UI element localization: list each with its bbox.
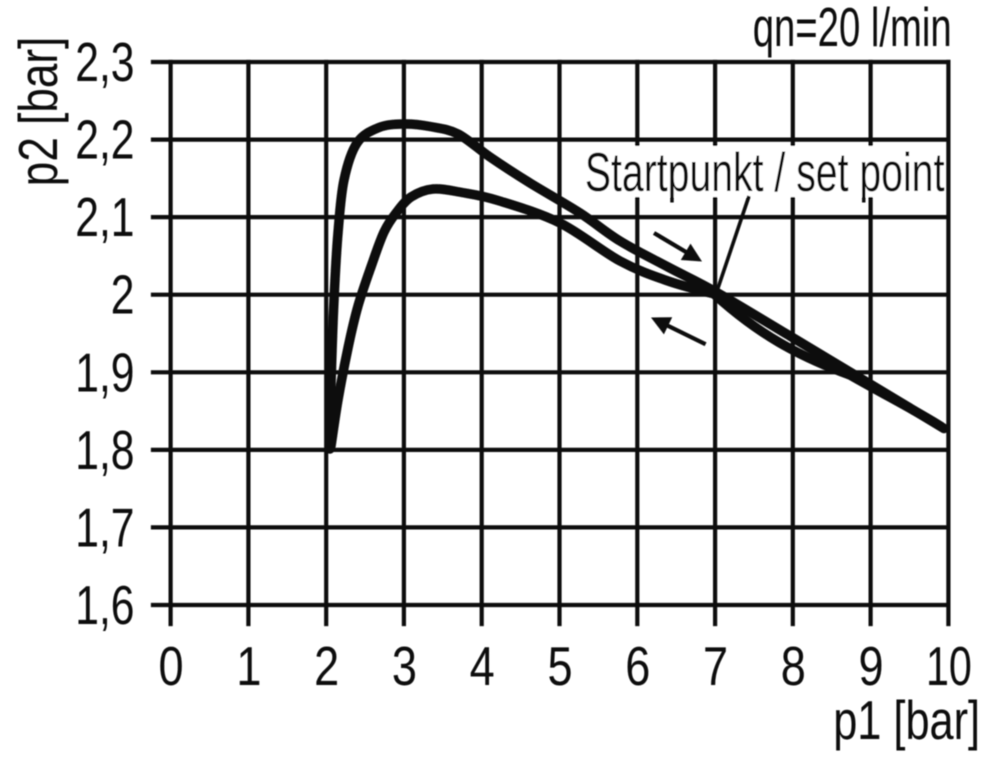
svg-text:2,2: 2,2 — [75, 109, 134, 170]
svg-text:p2 [bar]: p2 [bar] — [7, 37, 69, 186]
svg-text:1,6: 1,6 — [75, 575, 134, 636]
svg-text:p1 [bar]: p1 [bar] — [833, 690, 980, 751]
svg-text:3: 3 — [392, 635, 417, 697]
svg-text:9: 9 — [859, 635, 884, 697]
svg-text:Startpunkt / set point: Startpunkt / set point — [585, 143, 944, 204]
svg-text:10: 10 — [926, 636, 972, 697]
svg-text:2: 2 — [111, 265, 135, 326]
svg-text:4: 4 — [470, 635, 495, 697]
svg-text:7: 7 — [703, 635, 728, 697]
svg-text:1,7: 1,7 — [75, 497, 134, 558]
svg-text:1,9: 1,9 — [75, 342, 134, 403]
svg-text:8: 8 — [781, 635, 806, 697]
svg-text:2,3: 2,3 — [75, 32, 134, 93]
svg-text:5: 5 — [547, 635, 572, 697]
svg-text:1: 1 — [236, 635, 261, 697]
svg-text:6: 6 — [625, 635, 650, 697]
svg-text:2: 2 — [314, 635, 339, 697]
svg-text:1,8: 1,8 — [75, 420, 134, 481]
svg-text:0: 0 — [159, 635, 184, 697]
svg-text:qn=20 l/min: qn=20 l/min — [753, 0, 952, 59]
svg-text:2,1: 2,1 — [75, 187, 134, 248]
